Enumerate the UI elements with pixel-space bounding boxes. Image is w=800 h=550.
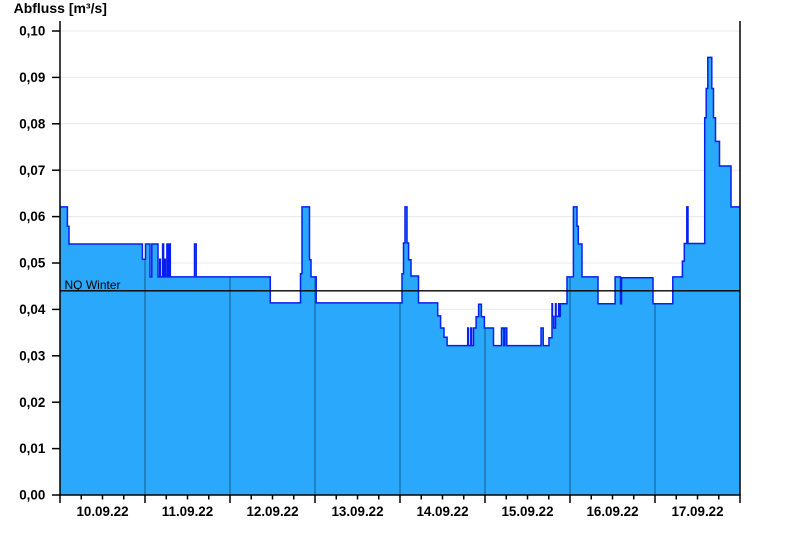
svg-text:0,02: 0,02: [19, 395, 45, 410]
svg-text:0,03: 0,03: [19, 348, 45, 363]
svg-text:13.09.22: 13.09.22: [331, 504, 383, 519]
svg-text:Abfluss [m³/s]: Abfluss [m³/s]: [14, 0, 107, 16]
svg-text:15.09.22: 15.09.22: [501, 504, 553, 519]
svg-text:10.09.22: 10.09.22: [76, 504, 128, 519]
svg-text:0,01: 0,01: [19, 441, 46, 456]
svg-text:0,06: 0,06: [19, 209, 45, 224]
svg-text:0,04: 0,04: [19, 302, 46, 317]
svg-text:0,00: 0,00: [19, 488, 45, 503]
svg-text:0,10: 0,10: [19, 24, 45, 39]
svg-text:12.09.22: 12.09.22: [246, 504, 298, 519]
svg-text:0,07: 0,07: [19, 163, 45, 178]
svg-text:NQ Winter: NQ Winter: [65, 278, 121, 292]
svg-text:0,08: 0,08: [19, 116, 46, 131]
svg-text:17.09.22: 17.09.22: [671, 504, 723, 519]
svg-text:11.09.22: 11.09.22: [162, 504, 213, 519]
svg-text:0,05: 0,05: [19, 256, 46, 271]
svg-text:14.09.22: 14.09.22: [416, 504, 468, 519]
svg-text:16.09.22: 16.09.22: [586, 504, 638, 519]
svg-text:0,09: 0,09: [19, 70, 45, 85]
